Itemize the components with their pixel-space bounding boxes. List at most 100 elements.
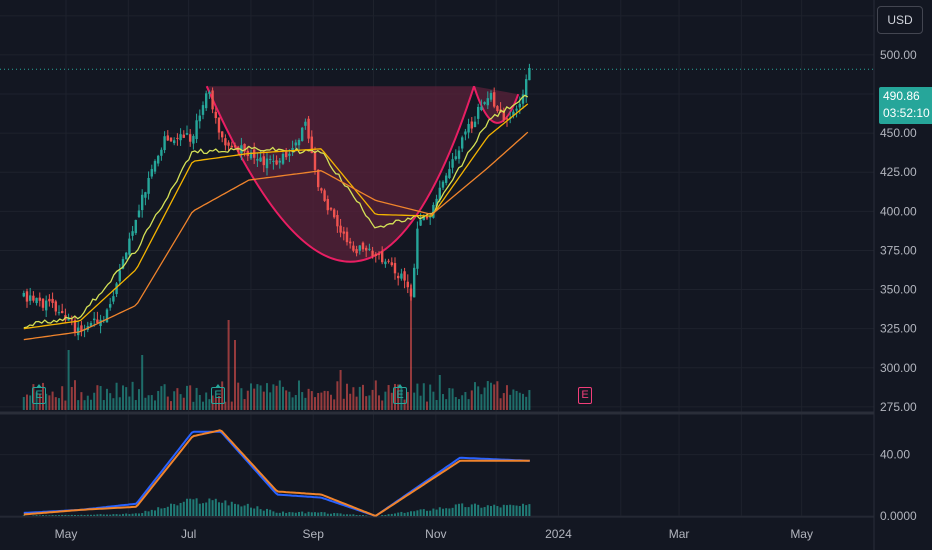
candle-body: [364, 247, 368, 251]
candle-body: [313, 152, 317, 170]
volume-bar: [195, 387, 198, 410]
volume-bar: [278, 380, 281, 410]
oscillator-histogram-bar: [128, 514, 131, 516]
stoch-d-line: [23, 429, 530, 517]
volume-bar: [285, 390, 288, 410]
candle-body: [281, 153, 285, 164]
oscillator-histogram-bar: [345, 514, 348, 516]
candle-body: [54, 301, 57, 312]
oscillator-histogram-bar: [355, 515, 358, 516]
candle-body: [35, 297, 38, 304]
volume-bars: [22, 285, 531, 410]
oscillator-histogram-bar: [80, 514, 83, 516]
volume-bar: [349, 393, 352, 410]
volume-bar: [89, 399, 92, 410]
oscillator-histogram-bar: [317, 512, 320, 516]
volume-bar: [416, 383, 419, 410]
candle-body: [460, 137, 464, 149]
oscillator-histogram-bar: [339, 513, 342, 516]
oscillator-histogram-bar: [269, 509, 272, 516]
oscillator-axis[interactable]: 0.0000 40.00: [880, 448, 917, 523]
volume-bar: [528, 390, 531, 410]
candle-body: [435, 198, 438, 207]
time-tick-label: Sep: [303, 527, 325, 541]
oscillator-histogram-bar: [221, 502, 224, 516]
moving-averages[interactable]: [23, 94, 529, 341]
candle-body: [265, 158, 269, 169]
oscillator-histogram-bar: [297, 511, 300, 516]
candle-body: [211, 90, 214, 110]
oscillator-histogram-bar: [425, 510, 428, 516]
earnings-marker-2[interactable]: E: [211, 384, 225, 404]
volume-bar: [233, 340, 236, 410]
oscillator-tick-label: 0.0000: [880, 509, 917, 523]
candle-body: [233, 145, 237, 148]
volume-bar: [400, 387, 403, 410]
earnings-marker-3[interactable]: E: [393, 384, 407, 404]
volume-bar: [470, 390, 473, 410]
oscillator-histogram-bar: [134, 513, 137, 516]
oscillator-histogram-bar: [281, 511, 284, 516]
oscillator-histogram-bar: [230, 501, 233, 516]
volume-bar: [390, 392, 393, 410]
volume-bar: [413, 392, 416, 410]
candle-body: [374, 253, 377, 256]
volume-bar: [147, 395, 150, 410]
candle-body: [336, 214, 339, 227]
candle-body: [22, 292, 25, 297]
oscillator-histogram-bar: [477, 504, 480, 516]
oscillator-histogram-bar: [310, 512, 313, 516]
time-axis[interactable]: May Jul Sep Nov 2024 Mar May: [55, 527, 813, 541]
candle-body: [80, 325, 83, 332]
oscillator-histogram-bar: [499, 507, 502, 516]
candle-body: [496, 106, 499, 111]
candle-body: [208, 91, 211, 94]
volume-bar: [54, 397, 57, 410]
candle-body: [444, 175, 448, 183]
oscillator-histogram-bar: [217, 502, 220, 516]
volume-bar: [137, 389, 140, 410]
candle-body: [160, 149, 163, 156]
stochastic-pane[interactable]: [22, 429, 531, 517]
volume-bar: [201, 401, 204, 410]
candle-body: [60, 311, 64, 314]
oscillator-histogram-bar: [509, 504, 512, 516]
pane-separators[interactable]: [0, 0, 875, 550]
candle-body: [352, 245, 355, 251]
candle-body: [400, 273, 403, 279]
oscillator-histogram-bar: [198, 503, 201, 516]
oscillator-histogram-bar: [441, 508, 444, 516]
oscillator-histogram-bar: [67, 515, 70, 516]
earnings-marker-1[interactable]: E: [32, 384, 46, 404]
volume-bar: [422, 383, 425, 410]
candle-body: [412, 267, 416, 298]
volume-bar: [41, 382, 44, 410]
candle-body: [169, 137, 173, 142]
candle-body: [67, 318, 70, 321]
volume-bar: [329, 394, 332, 410]
volume-bar: [425, 401, 428, 410]
candle-body: [230, 145, 233, 148]
oscillator-histogram-bar: [365, 515, 368, 516]
volume-bar: [339, 370, 342, 410]
oscillator-histogram-bar: [205, 502, 208, 516]
oscillator-histogram-bar: [160, 508, 163, 516]
oscillator-histogram-bar: [233, 503, 236, 516]
price-tick-label: 375.00: [880, 243, 917, 257]
oscillator-histogram-bar: [227, 505, 230, 516]
candle-body: [118, 270, 121, 282]
volume-bar: [32, 384, 35, 410]
oscillator-histogram-bar: [384, 514, 387, 516]
volume-bar: [221, 381, 224, 410]
candle-body: [227, 142, 230, 146]
earnings-marker-4[interactable]: E: [578, 387, 592, 404]
candle-body: [108, 304, 112, 308]
oscillator-histogram-bar: [323, 512, 326, 516]
currency-button[interactable]: USD: [877, 6, 923, 34]
oscillator-histogram-bar: [429, 510, 432, 516]
oscillator-histogram-bar: [45, 515, 48, 516]
oscillator-histogram-bar: [320, 512, 323, 516]
volume-bar: [419, 395, 422, 410]
oscillator-histogram-bar: [483, 507, 486, 516]
